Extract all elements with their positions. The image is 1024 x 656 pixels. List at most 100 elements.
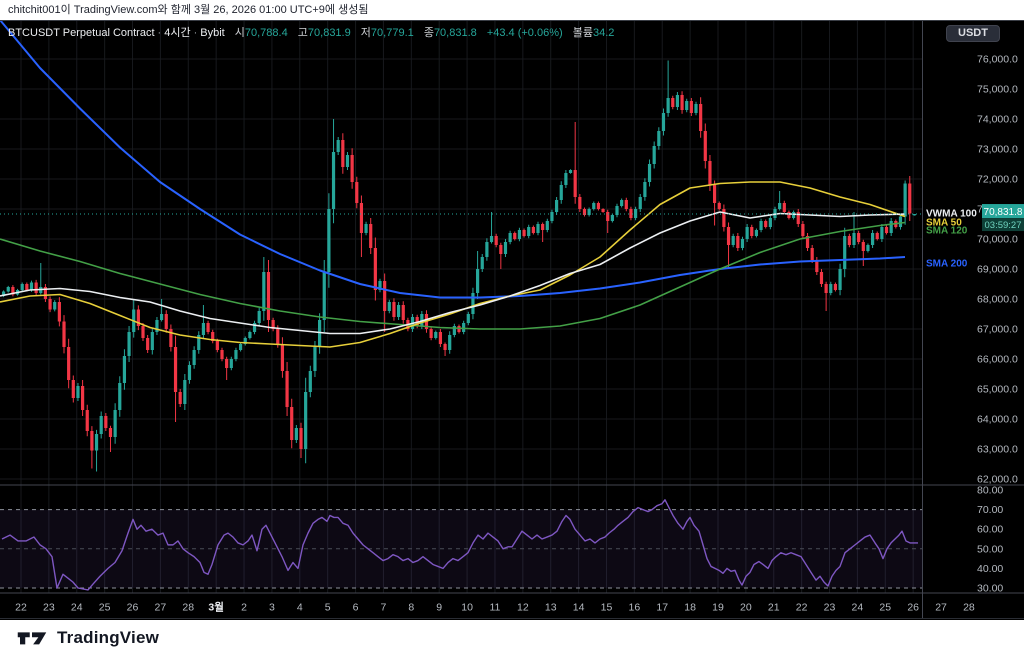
svg-text:72,000.0: 72,000.0 (977, 174, 1018, 186)
attribution-bar: chitchit001이 TradingView.com와 함께 3월 26, … (0, 0, 1024, 20)
svg-text:16: 16 (629, 602, 641, 614)
candle-body (164, 314, 168, 329)
candle-body (750, 227, 754, 236)
interval-label[interactable]: 4시간 (164, 27, 191, 39)
candle-body (341, 140, 345, 167)
candle-body (373, 248, 377, 290)
candle-body (699, 104, 703, 131)
candle-body (852, 233, 856, 245)
candle-body (99, 416, 103, 434)
candle-body (610, 215, 614, 221)
candle-body (592, 203, 596, 209)
tradingview-logo-text[interactable]: TradingView (57, 628, 160, 647)
candle-body (536, 224, 540, 233)
candle-body (155, 320, 159, 332)
candle-body (638, 197, 642, 209)
symbol-title[interactable]: BTCUSDT Perpetual Contract (8, 27, 155, 39)
candle-body (113, 410, 117, 437)
candle-body (387, 302, 391, 311)
svg-text:23: 23 (43, 602, 55, 614)
candle-body (276, 329, 280, 344)
candle-body (703, 131, 707, 161)
svg-text:60.00: 60.00 (977, 524, 1003, 536)
candle-body (624, 200, 628, 209)
svg-text:28: 28 (963, 602, 975, 614)
candle-body (466, 314, 470, 323)
svg-text:70.00: 70.00 (977, 504, 1003, 516)
candle-body (633, 209, 638, 218)
tradingview-logo-icon[interactable] (17, 627, 50, 649)
candlestick-series (2, 60, 917, 472)
candle-body (159, 314, 164, 320)
candle-body (829, 284, 833, 293)
candle-body (443, 344, 447, 350)
candle-body (568, 170, 573, 173)
svg-text:70,000.0: 70,000.0 (977, 234, 1018, 246)
price-scale[interactable]: 76,000.0 75,000.0 74,000.0 73,000.0 72,000.0… (926, 54, 1018, 595)
svg-text:8: 8 (408, 602, 414, 614)
candle-body (647, 164, 652, 182)
candle-body (266, 272, 271, 320)
exchange-label[interactable]: Bybit (200, 27, 225, 39)
svg-text:24: 24 (852, 602, 864, 614)
candle-body (57, 302, 61, 322)
candle-body (90, 431, 94, 451)
candle-body (434, 332, 438, 338)
candle-body (127, 332, 131, 356)
svg-text:21: 21 (768, 602, 780, 614)
candle-body (908, 183, 912, 214)
candle-body (6, 287, 10, 292)
grid (0, 21, 922, 593)
candle-body (206, 323, 210, 332)
svg-text:26: 26 (127, 602, 139, 614)
candle-body (778, 203, 782, 209)
candle-body (327, 209, 331, 272)
volume-label: 볼륨 (572, 27, 593, 39)
candle-body (215, 341, 219, 350)
candle-body (448, 335, 452, 350)
close-value: 70,831.8 (433, 27, 477, 39)
candle-body (192, 350, 196, 365)
candle-body (225, 359, 229, 368)
currency-toggle-button[interactable]: USDT (946, 25, 1000, 42)
candle-body (508, 233, 512, 242)
candle-body (197, 335, 201, 350)
candle-body (861, 242, 865, 251)
time-scale[interactable]: 22 23 24 25 26 27 28 3월 2 3 4 5 6 7 8 9 10 11 12 13 14 15 16 17… (15, 601, 975, 614)
candle-body (805, 236, 810, 248)
candle-body (280, 344, 285, 371)
svg-text:27: 27 (935, 602, 947, 614)
candle-body (62, 321, 66, 347)
candle-body (229, 359, 233, 368)
candle-body (787, 212, 791, 218)
svg-text:15: 15 (601, 602, 613, 614)
candle-body (726, 227, 731, 245)
candle-body (285, 371, 289, 407)
candle-body (736, 236, 740, 248)
svg-text:73,000.0: 73,000.0 (977, 144, 1018, 156)
candle-body (438, 332, 443, 344)
candle-body (238, 344, 243, 350)
candle-body (201, 323, 206, 335)
candle-body (299, 428, 303, 449)
candle-body (76, 386, 80, 398)
rsi-line (1, 499, 918, 591)
chart-canvas[interactable]: 76,000.0 75,000.0 74,000.0 73,000.0 72,000.0… (0, 20, 1024, 620)
candle-body (304, 392, 308, 449)
candle-body (764, 221, 768, 227)
svg-text:13: 13 (545, 602, 557, 614)
svg-text:40.00: 40.00 (977, 563, 1003, 575)
candle-body (364, 224, 368, 233)
candle-body (452, 326, 456, 335)
candle-body (810, 248, 814, 260)
candle-body (252, 323, 257, 332)
candle-body (178, 392, 182, 404)
open-value: 70,788.4 (244, 27, 288, 39)
candle-body (768, 218, 772, 227)
pane-borders (0, 20, 1024, 619)
open-label: 시 (234, 27, 245, 39)
svg-text:27: 27 (155, 602, 167, 614)
candle-body (643, 182, 647, 197)
svg-text:74,000.0: 74,000.0 (977, 114, 1018, 126)
ma-label-sma-200: SMA 200 (926, 259, 968, 270)
